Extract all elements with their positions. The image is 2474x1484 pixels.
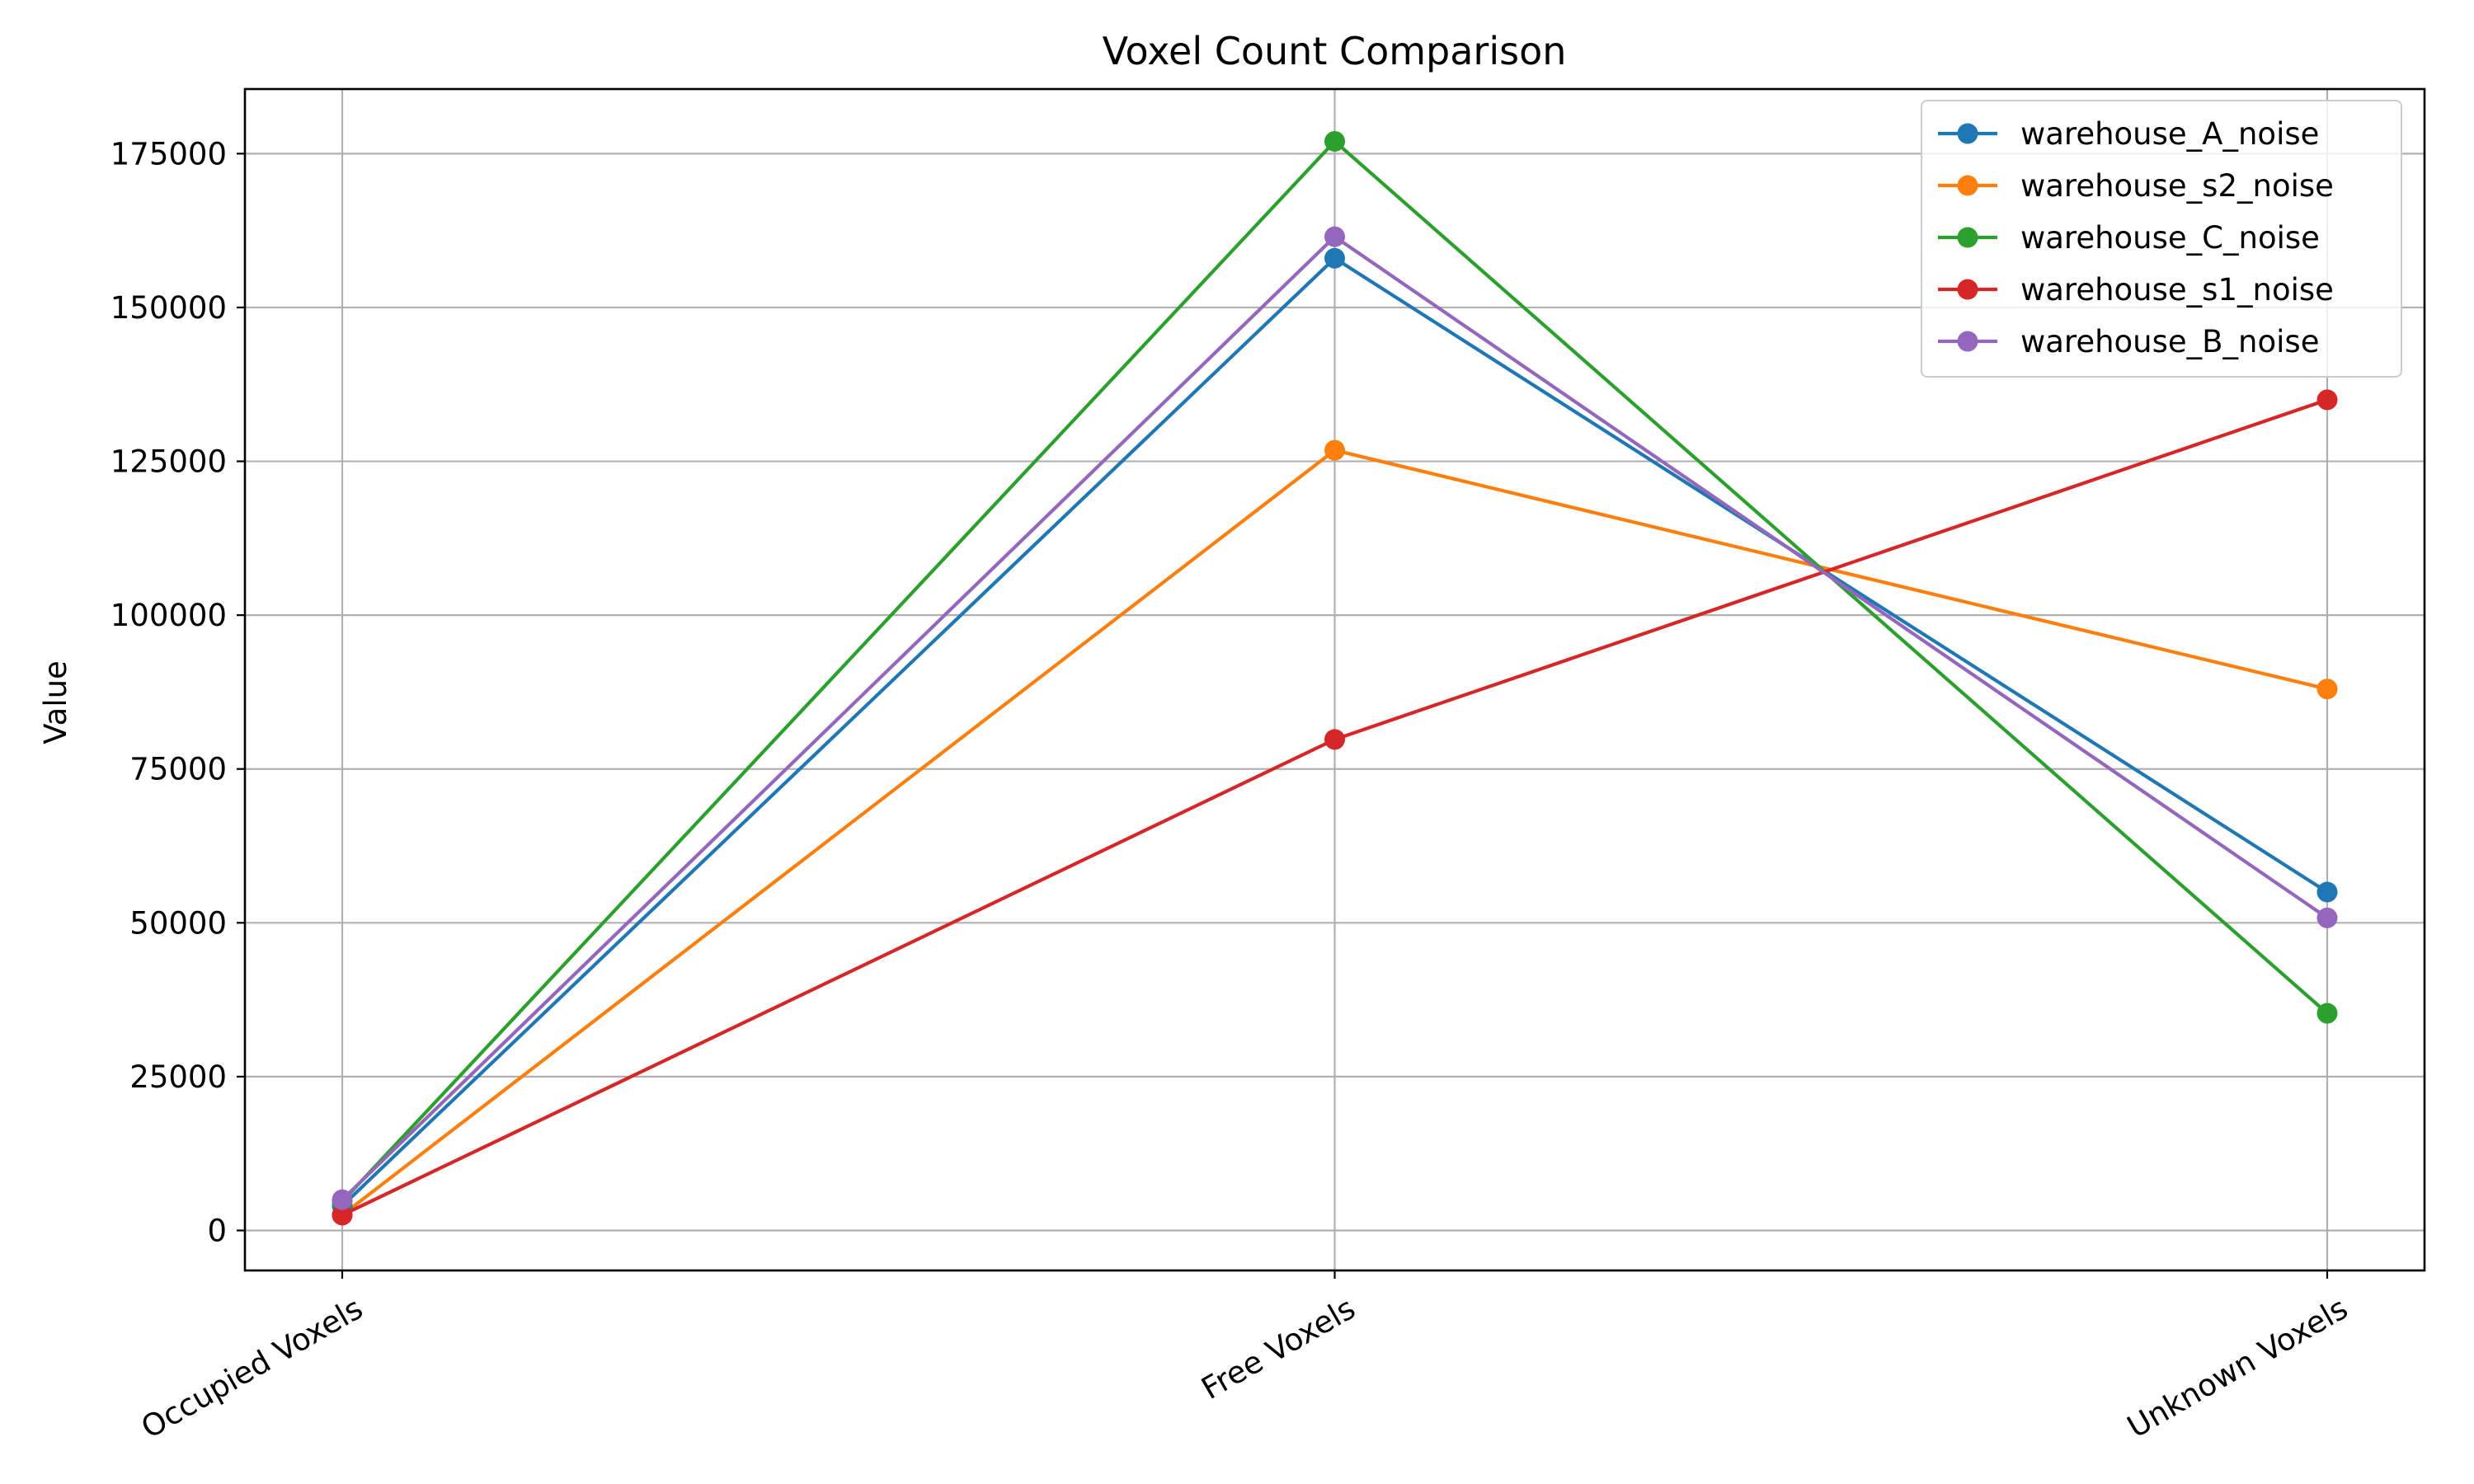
legend-label-warehouse_s1_noise: warehouse_s1_noise [2020,272,2334,308]
legend-label-warehouse_B_noise: warehouse_B_noise [2020,324,2319,359]
legend-marker-warehouse_s1_noise [1957,279,1978,300]
legend-marker-warehouse_A_noise [1957,123,1978,144]
legend-marker-warehouse_s2_noise [1957,175,1978,196]
data-point-warehouse_s1_noise [1324,729,1345,750]
data-point-warehouse_B_noise [332,1189,353,1210]
data-point-warehouse_s2_noise [1324,439,1345,461]
data-point-warehouse_s1_noise [332,1205,353,1226]
y-tick-label: 0 [207,1213,227,1248]
y-axis-title: Value [38,660,73,744]
chart-title: Voxel Count Comparison [1103,29,1567,73]
legend-marker-warehouse_B_noise [1957,331,1978,352]
data-point-warehouse_B_noise [1324,226,1345,247]
data-point-warehouse_s2_noise [2316,679,2338,700]
legend-marker-warehouse_C_noise [1957,227,1978,248]
y-tick-label: 175000 [111,136,227,171]
legend-label-warehouse_C_noise: warehouse_C_noise [2020,220,2320,256]
y-tick-label: 25000 [129,1059,227,1095]
data-point-warehouse_s1_noise [2316,389,2338,411]
legend: warehouse_A_noise warehouse_s2_noisewareh… [1921,100,2402,378]
data-point-warehouse_A_noise [2316,881,2338,903]
y-tick-label: 100000 [111,598,227,633]
data-point-warehouse_A_noise [1324,247,1345,269]
legend-label-warehouse_s2_noise: warehouse_s2_noise [2020,168,2334,204]
y-tick-label: 50000 [129,905,227,941]
data-point-warehouse_C_noise [1324,130,1345,152]
y-tick-label: 125000 [111,444,227,480]
data-point-warehouse_C_noise [2316,1003,2338,1024]
legend-label-warehouse_A_noise: warehouse_A_noise [2020,116,2319,152]
legend-box [1921,100,2402,378]
y-tick-label: 150000 [111,290,227,326]
y-tick-label: 75000 [129,752,227,787]
data-point-warehouse_B_noise [2316,907,2338,928]
series-markers [332,130,2338,1226]
